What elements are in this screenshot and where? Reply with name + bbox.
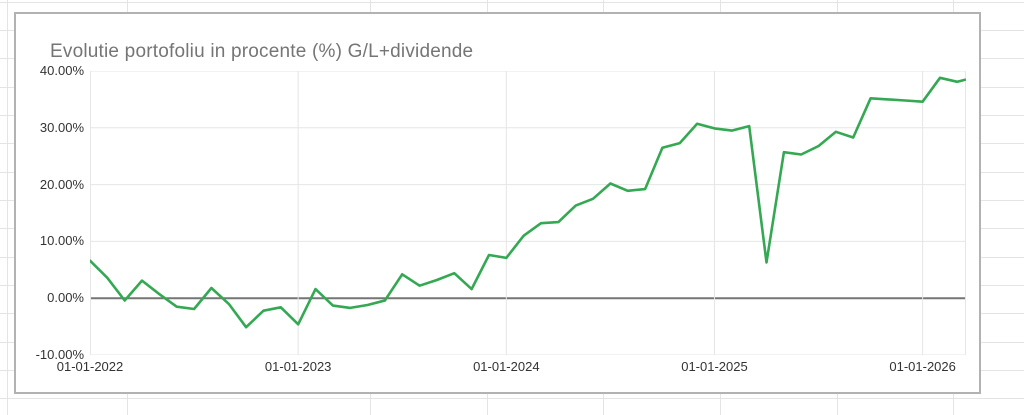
x-axis-tick-label: 01-01-2022 (56, 359, 124, 374)
y-axis-tick-label: 20.00% (39, 176, 84, 192)
sheet-row-line (0, 1, 1024, 3)
x-axis-tick-label: 01-01-2026 (889, 359, 956, 374)
y-axis-tick-label: 40.00% (39, 63, 84, 78)
chart-card[interactable]: Evolutie portofoliu in procente (%) G/L+… (14, 12, 981, 394)
plot-area (90, 71, 966, 355)
sheet-row-line (0, 398, 1024, 400)
y-axis-tick-label: 0.00% (47, 290, 84, 306)
chart-title: Evolutie portofoliu in procente (%) G/L+… (50, 41, 474, 62)
x-axis-tick-label: 01-01-2024 (473, 359, 540, 374)
sheet-column-line (6, 0, 8, 415)
y-axis-tick-label: -10.00% (35, 347, 84, 362)
y-axis-tick-label: 10.00% (39, 233, 84, 249)
y-axis-tick-label: 30.00% (39, 119, 84, 135)
x-axis-tick-label: 01-01-2025 (681, 359, 748, 374)
series-line (90, 76, 966, 329)
x-axis-tick-label: 01-01-2023 (264, 359, 332, 374)
